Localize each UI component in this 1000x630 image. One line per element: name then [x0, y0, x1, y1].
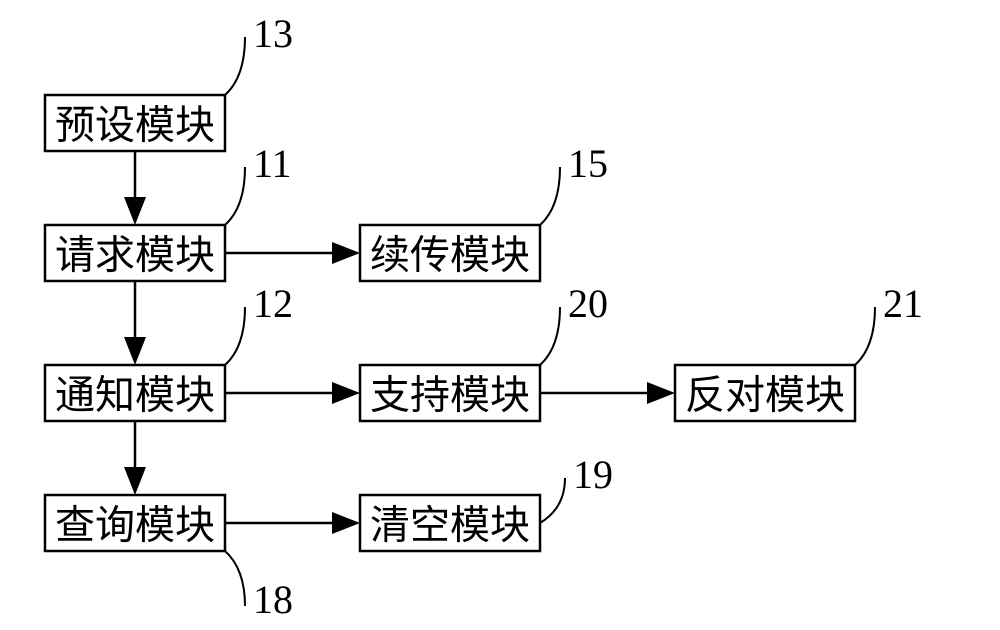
arrowhead — [332, 242, 360, 264]
arrowhead — [124, 467, 146, 495]
node-label: 支持模块 — [370, 373, 530, 418]
module-node-n13: 预设模块 — [45, 95, 225, 151]
node-label: 反对模块 — [685, 373, 845, 418]
node-label: 通知模块 — [55, 373, 215, 418]
node-label: 请求模块 — [55, 233, 215, 278]
node-label: 查询模块 — [55, 503, 215, 548]
node-number: 20 — [568, 281, 608, 326]
leader-line — [540, 307, 560, 365]
leader-line — [855, 307, 875, 365]
leader-line — [225, 167, 245, 225]
module-node-n19: 清空模块 — [360, 495, 540, 551]
module-node-n15: 续传模块 — [360, 225, 540, 281]
leader-line — [540, 478, 565, 523]
node-label: 续传模块 — [370, 233, 530, 278]
module-node-n11: 请求模块 — [45, 225, 225, 281]
node-number: 19 — [573, 452, 613, 497]
arrowhead — [647, 382, 675, 404]
arrowhead — [124, 197, 146, 225]
leader-line — [225, 551, 245, 606]
leader-line — [225, 37, 245, 95]
module-flow-diagram: 预设模块请求模块 续传模块通知模块 支持模块 反对模块查询模块 清空模块 13 11 15 12… — [0, 0, 1000, 630]
module-node-n12: 通知模块 — [45, 365, 225, 421]
node-number: 11 — [253, 141, 292, 186]
node-number: 12 — [253, 281, 293, 326]
node-number: 18 — [253, 577, 293, 622]
module-node-n18: 查询模块 — [45, 495, 225, 551]
node-label: 清空模块 — [370, 503, 530, 548]
leader-line — [225, 307, 245, 365]
arrowhead — [124, 337, 146, 365]
node-number: 13 — [253, 11, 293, 56]
node-label: 预设模块 — [55, 103, 215, 148]
node-number: 15 — [568, 141, 608, 186]
module-node-n20: 支持模块 — [360, 365, 540, 421]
node-number: 21 — [883, 281, 923, 326]
arrowhead — [332, 512, 360, 534]
module-node-n21: 反对模块 — [675, 365, 855, 421]
leader-line — [540, 167, 560, 225]
arrowhead — [332, 382, 360, 404]
